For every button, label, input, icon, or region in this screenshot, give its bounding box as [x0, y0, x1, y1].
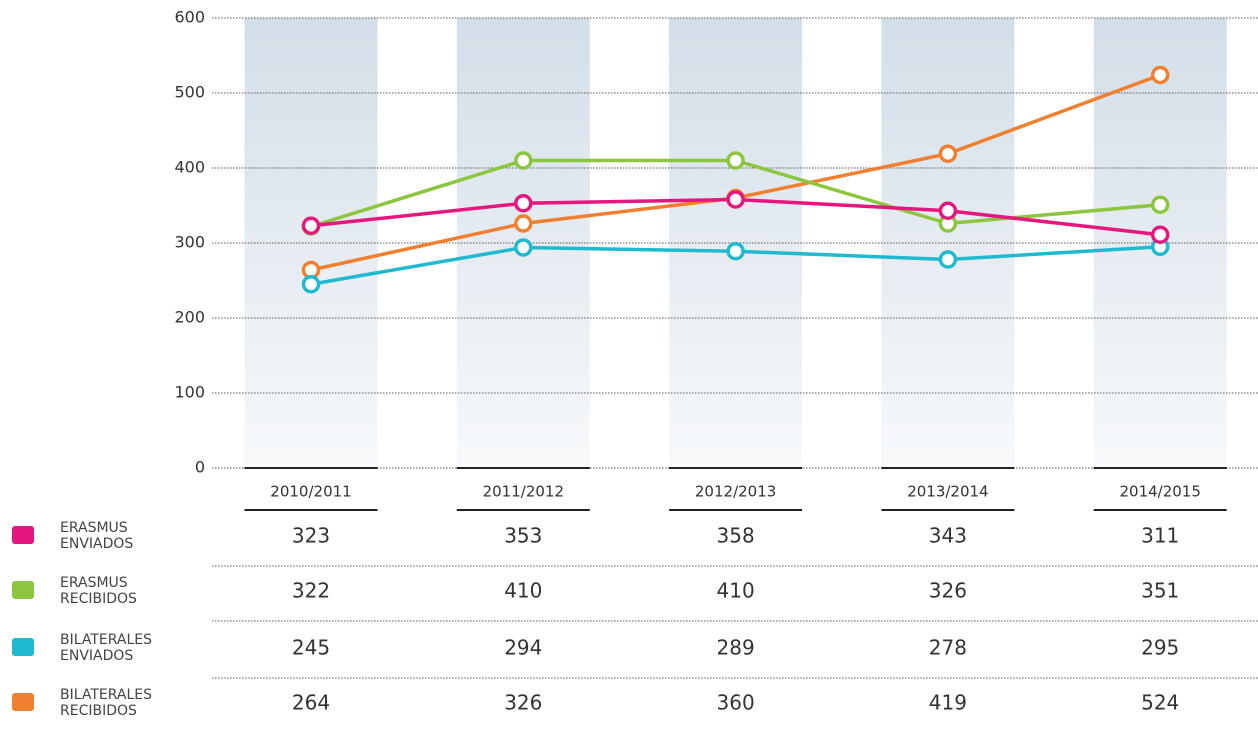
x-tick-label: 2013/2014	[907, 483, 988, 501]
table-value: 353	[504, 524, 542, 548]
legend-swatch	[12, 581, 34, 599]
table-value: 326	[504, 691, 542, 715]
legend-swatch	[12, 693, 34, 711]
table-value: 360	[717, 691, 755, 715]
data-point	[301, 216, 321, 235]
data-point	[514, 238, 533, 257]
data-point	[726, 190, 745, 209]
data-point	[1150, 195, 1170, 214]
table-value: 410	[504, 579, 542, 603]
data-point	[726, 151, 745, 170]
y-tick-label: 400	[174, 158, 205, 177]
legend-label: ERASMUS ENVIADOS	[60, 520, 134, 552]
data-point	[301, 275, 321, 294]
y-tick-label: 300	[174, 233, 205, 252]
table-value: 524	[1141, 691, 1179, 715]
data-point	[1150, 65, 1170, 85]
table-value: 245	[292, 636, 330, 660]
table-value: 278	[929, 636, 967, 660]
x-tick-label: 2011/2012	[483, 483, 564, 501]
table-value: 323	[292, 524, 330, 548]
data-point	[938, 250, 958, 269]
data-point	[938, 144, 958, 163]
table-value: 294	[504, 636, 542, 660]
legend-swatch	[12, 526, 34, 544]
data-point	[1150, 225, 1170, 244]
table-value: 410	[717, 579, 755, 603]
y-tick-label: 100	[174, 383, 205, 402]
y-tick-label: 200	[174, 308, 205, 327]
legend-label: ERASMUS RECIBIDOS	[60, 575, 137, 607]
data-point	[514, 194, 533, 213]
legend-label: BILATERALES RECIBIDOS	[60, 687, 153, 719]
legend-swatch	[12, 638, 34, 656]
table-value: 326	[929, 579, 967, 603]
y-tick-label: 0	[195, 458, 205, 477]
x-tick-label: 2014/2015	[1119, 483, 1200, 501]
table-value: 351	[1141, 579, 1179, 603]
table-value: 289	[717, 636, 755, 660]
y-tick-label: 500	[174, 83, 205, 102]
y-tick-label: 600	[174, 8, 205, 27]
table-value: 419	[929, 691, 967, 715]
table-value: 311	[1141, 524, 1179, 548]
data-point	[514, 151, 533, 170]
table-value: 295	[1141, 636, 1179, 660]
data-point	[938, 201, 958, 220]
data-point	[726, 242, 745, 261]
legend-label: BILATERALES ENVIADOS	[60, 632, 153, 664]
table-value: 358	[717, 524, 755, 548]
table-value: 322	[292, 579, 330, 603]
table-value: 343	[929, 524, 967, 548]
table-value: 264	[292, 691, 330, 715]
data-point	[514, 214, 533, 233]
x-tick-label: 2010/2011	[270, 483, 351, 501]
x-tick-label: 2012/2013	[695, 483, 776, 501]
